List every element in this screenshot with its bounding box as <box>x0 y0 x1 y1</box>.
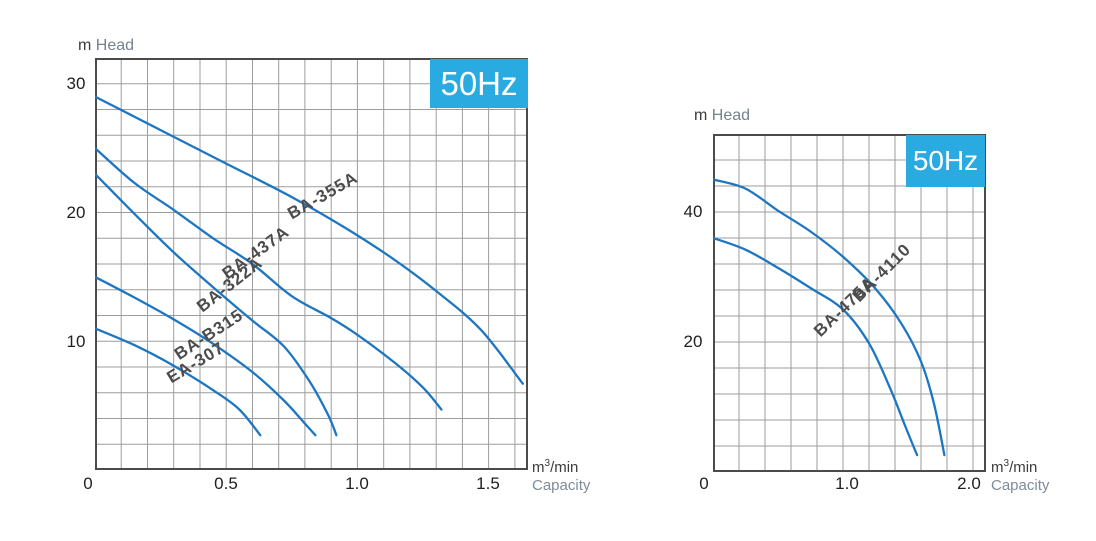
x-tick-1.5: 1.5 <box>476 474 500 493</box>
y-tick-20: 20 <box>66 203 86 222</box>
y-label-left: Head <box>95 37 135 54</box>
plot-area-right <box>713 134 986 472</box>
frequency-badge-right: 50Hz <box>906 135 985 187</box>
y-unit-left: m <box>78 37 92 54</box>
x-label-right: Capacity <box>991 477 1050 494</box>
y-tick-40: 40 <box>683 202 703 221</box>
y-label-right: Head <box>711 107 751 124</box>
x-label-left: Capacity <box>532 477 591 494</box>
x-tick-1.0-right: 1.0 <box>835 474 859 493</box>
y-axis-title-right: m Head <box>694 107 750 125</box>
x-axis-title-left: m3/min Capacity <box>532 455 590 495</box>
y-tick-20-right: 20 <box>683 332 703 351</box>
x-tick-1.0: 1.0 <box>345 474 369 493</box>
x-unit-right: m3/min <box>991 458 1038 476</box>
y-unit-right: m <box>694 107 708 124</box>
origin-tick-right: 0 <box>699 474 709 493</box>
x-unit-left: m3/min <box>532 458 579 476</box>
y-tick-30: 30 <box>66 74 86 93</box>
x-axis-title-right: m3/min Capacity <box>991 455 1049 495</box>
origin-tick-left: 0 <box>83 474 93 493</box>
plot-area-left <box>95 58 528 470</box>
x-tick-0.5: 0.5 <box>214 474 238 493</box>
y-axis-title-left: m Head <box>78 37 134 55</box>
x-tick-2.0-right: 2.0 <box>957 474 981 493</box>
frequency-badge-left: 50Hz <box>430 59 528 108</box>
y-tick-10: 10 <box>66 332 86 351</box>
